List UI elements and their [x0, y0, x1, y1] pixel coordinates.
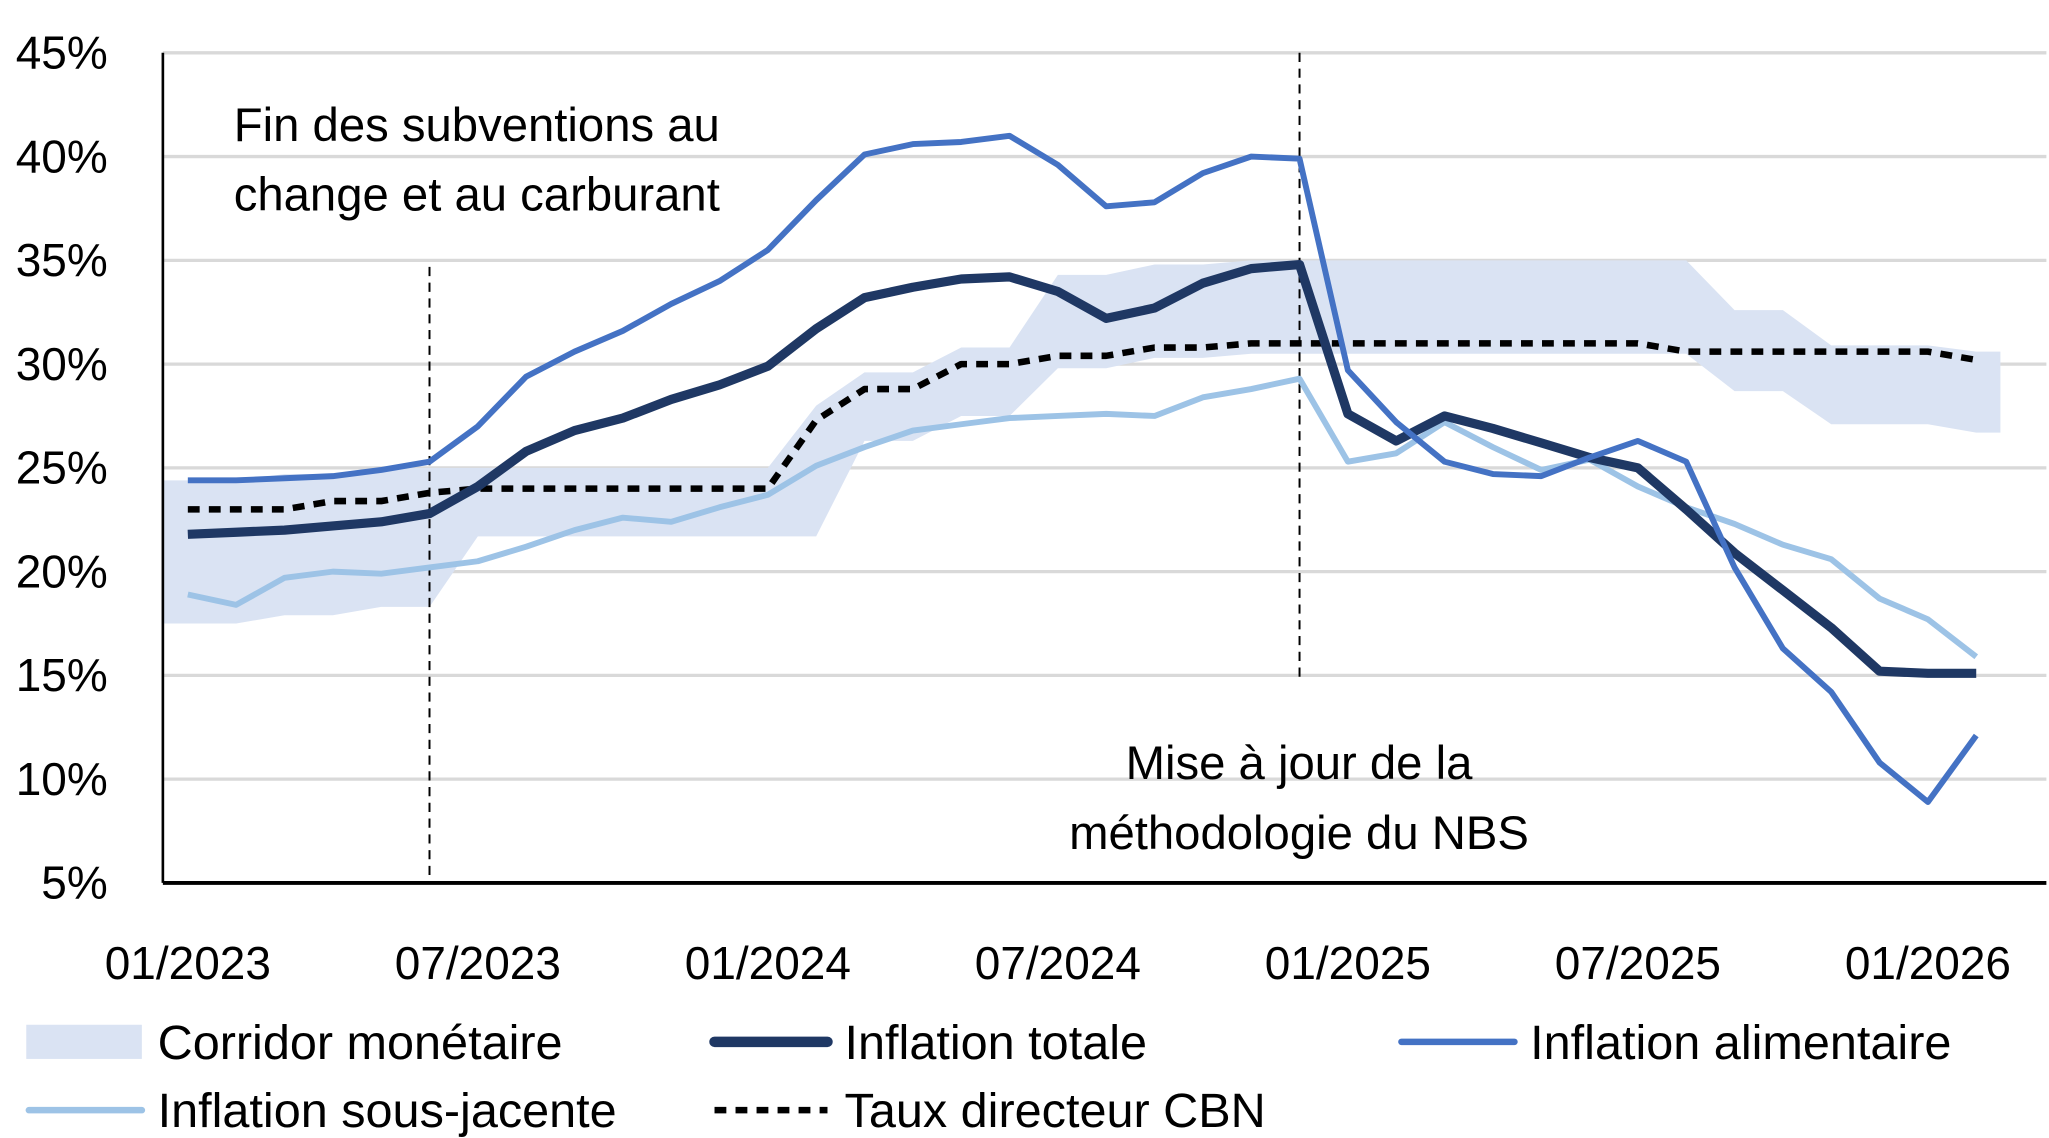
y-tick-label: 35% — [16, 234, 108, 286]
y-tick-label: 45% — [16, 27, 108, 79]
legend-label-core: Inflation sous-jacente — [158, 1084, 617, 1138]
annotation-subsidies-line2: change et au carburant — [234, 168, 720, 221]
x-tick-label: 01/2025 — [1265, 937, 1431, 989]
annotation-subsidies: Fin des subventions au change et au carb… — [234, 99, 720, 222]
x-tick-label: 07/2024 — [975, 937, 1141, 989]
y-tick-label: 30% — [16, 338, 108, 390]
y-tick-label: 5% — [41, 857, 107, 909]
series-lines — [187, 132, 1979, 805]
legend-label-food: Inflation alimentaire — [1530, 1016, 1951, 1070]
y-tick-label: 10% — [16, 753, 108, 805]
x-tick-label: 01/2023 — [105, 937, 271, 989]
annotation-methodology-line2: méthodologie du NBS — [1069, 807, 1529, 860]
y-tick-label: 20% — [16, 545, 108, 597]
legend-label-corridor: Corridor monétaire — [158, 1016, 563, 1070]
series-line-food — [187, 132, 1979, 805]
x-tick-label: 01/2026 — [1845, 937, 2011, 989]
annotation-methodology-line1: Mise à jour de la — [1126, 737, 1473, 790]
y-tick-label: 40% — [16, 130, 108, 182]
y-tick-labels: 5% 10% 15% 20% 25% 30% 35% 40% 45% — [16, 27, 108, 909]
legend-swatch-corridor — [26, 1024, 142, 1059]
series-line-policy-rate — [187, 340, 1977, 513]
series-line-total — [187, 259, 1977, 678]
legend: Corridor monétaire Inflation totale Infl… — [25, 1016, 1951, 1138]
legend-label-policy-rate: Taux directeur CBN — [845, 1084, 1266, 1138]
x-tick-label: 01/2024 — [685, 937, 851, 989]
x-tick-label: 07/2025 — [1555, 937, 1721, 989]
event-lines — [428, 52, 1301, 883]
legend-label-total: Inflation totale — [845, 1016, 1147, 1070]
x-tick-labels: 01/2023 07/2023 01/2024 07/2024 01/2025 07/20… — [105, 937, 2011, 989]
y-tick-label: 15% — [16, 649, 108, 701]
annotation-subsidies-line1: Fin des subventions au — [234, 99, 720, 152]
corridor-band — [163, 260, 2001, 624]
annotation-methodology: Mise à jour de la méthodologie du NBS — [1069, 737, 1529, 860]
y-tick-label: 25% — [16, 442, 108, 494]
x-tick-label: 07/2023 — [395, 937, 561, 989]
